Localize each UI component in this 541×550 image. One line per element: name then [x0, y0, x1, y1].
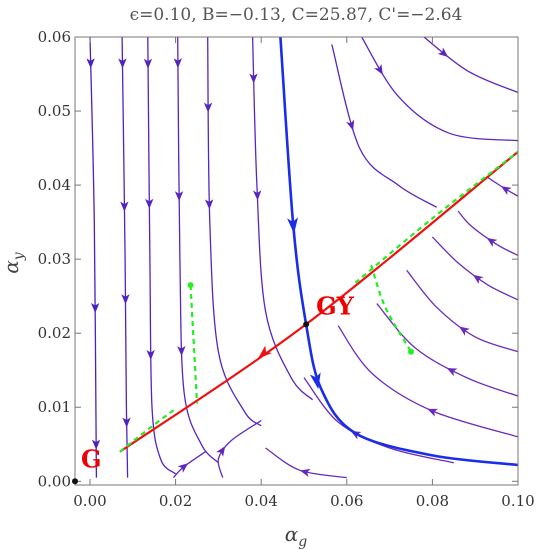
fixed-point-gy — [303, 321, 310, 328]
flow-arrow — [446, 367, 458, 377]
critical-curve-endpoint — [187, 282, 194, 289]
flow-line — [172, 451, 206, 479]
y-axis-label-main: α — [0, 260, 23, 274]
flow-line — [331, 44, 438, 208]
x-tick-label: 0.06 — [330, 492, 363, 510]
fixed-points: G GY — [72, 291, 355, 485]
plot-frame — [74, 36, 519, 486]
flow-line — [337, 325, 518, 438]
plot-area — [86, 37, 518, 479]
flow-line — [406, 269, 518, 353]
flow-arrow — [121, 294, 130, 305]
flow-arrow — [486, 237, 498, 247]
fixed-point-g — [72, 478, 78, 485]
x-axis-label-sub: g — [298, 534, 307, 550]
flow-arrow — [299, 468, 311, 478]
flow-line — [147, 37, 177, 475]
flow-line — [89, 37, 98, 478]
flow-line — [121, 37, 129, 478]
flow-line — [207, 37, 262, 427]
flow-line — [376, 303, 518, 397]
flow-arrow — [249, 73, 258, 84]
flow-line — [431, 236, 518, 301]
flow-arrow — [118, 58, 127, 69]
flow-arrow — [177, 345, 186, 356]
flow-arrow — [437, 47, 449, 57]
y-axis-label-sub: y — [11, 251, 27, 261]
flow-arrow — [374, 63, 383, 75]
flow-arrow — [216, 446, 226, 457]
critical-curve — [189, 285, 199, 404]
critical-curve — [354, 150, 518, 284]
y-tick-label: 0.06 — [38, 28, 71, 46]
y-tick-label: 0.00 — [38, 472, 71, 490]
y-tick-label: 0.03 — [38, 250, 71, 268]
flow-arrow — [174, 191, 184, 202]
x-tick-label: 0.10 — [501, 492, 534, 510]
flow-arrow — [143, 58, 153, 69]
flow-arrow — [146, 349, 155, 360]
flow-arrow — [90, 302, 100, 313]
critical-curve-endpoint — [407, 348, 414, 355]
chart-title: ϵ=0.10, B=−0.13, C=25.87, C'=−2.64 — [130, 5, 463, 25]
critical-curve — [370, 264, 412, 353]
flow-arrow — [252, 190, 262, 201]
flow-arrow — [91, 439, 101, 450]
special-curves — [119, 37, 518, 467]
x-tick-label: 0.08 — [416, 492, 449, 510]
y-tick-label: 0.01 — [38, 398, 71, 416]
flow-arrow — [346, 119, 355, 131]
flow-arrow — [472, 274, 484, 285]
y-axis-label: αy — [0, 251, 27, 274]
y-axis-ticks: 0.00 0.01 0.02 0.03 0.04 0.05 0.06 — [38, 28, 518, 490]
flow-arrow — [203, 102, 213, 113]
separatrix-arrow — [258, 345, 272, 359]
x-tick-label: 0.04 — [244, 492, 277, 510]
flow-line — [423, 37, 518, 94]
y-tick-label: 0.05 — [38, 102, 71, 120]
flow-arrow — [145, 198, 154, 209]
flow-line — [265, 447, 347, 479]
flow-line — [360, 37, 518, 142]
flow-arrow — [459, 326, 470, 336]
critical-curve — [119, 407, 177, 453]
x-axis-label: αg — [285, 522, 308, 550]
flow-arrow — [427, 408, 439, 417]
flow-arrow — [500, 186, 512, 196]
fixed-point-label-gy: GY — [316, 291, 354, 320]
x-tick-label: 0.00 — [73, 492, 106, 510]
x-axis-label-main: α — [285, 522, 299, 546]
flow-arrow — [122, 417, 131, 428]
flow-arrow — [86, 58, 95, 69]
flow-lines — [86, 37, 518, 479]
flow-line — [457, 210, 518, 256]
flow-arrow — [177, 463, 189, 473]
y-tick-label: 0.02 — [38, 324, 71, 342]
flow-arrow — [204, 199, 214, 210]
x-axis-ticks: 0.00 0.02 0.04 0.06 0.08 0.10 — [73, 37, 535, 510]
y-tick-label: 0.04 — [38, 176, 71, 194]
flow-line — [303, 377, 454, 464]
fixed-point-label-g: G — [81, 444, 102, 473]
x-tick-label: 0.02 — [159, 492, 192, 510]
flow-arrow — [173, 58, 183, 69]
flow-arrow — [120, 201, 129, 212]
strong-flow-arrow — [287, 217, 299, 234]
flow-line — [251, 37, 314, 401]
strong-flow-arrow — [309, 372, 321, 390]
